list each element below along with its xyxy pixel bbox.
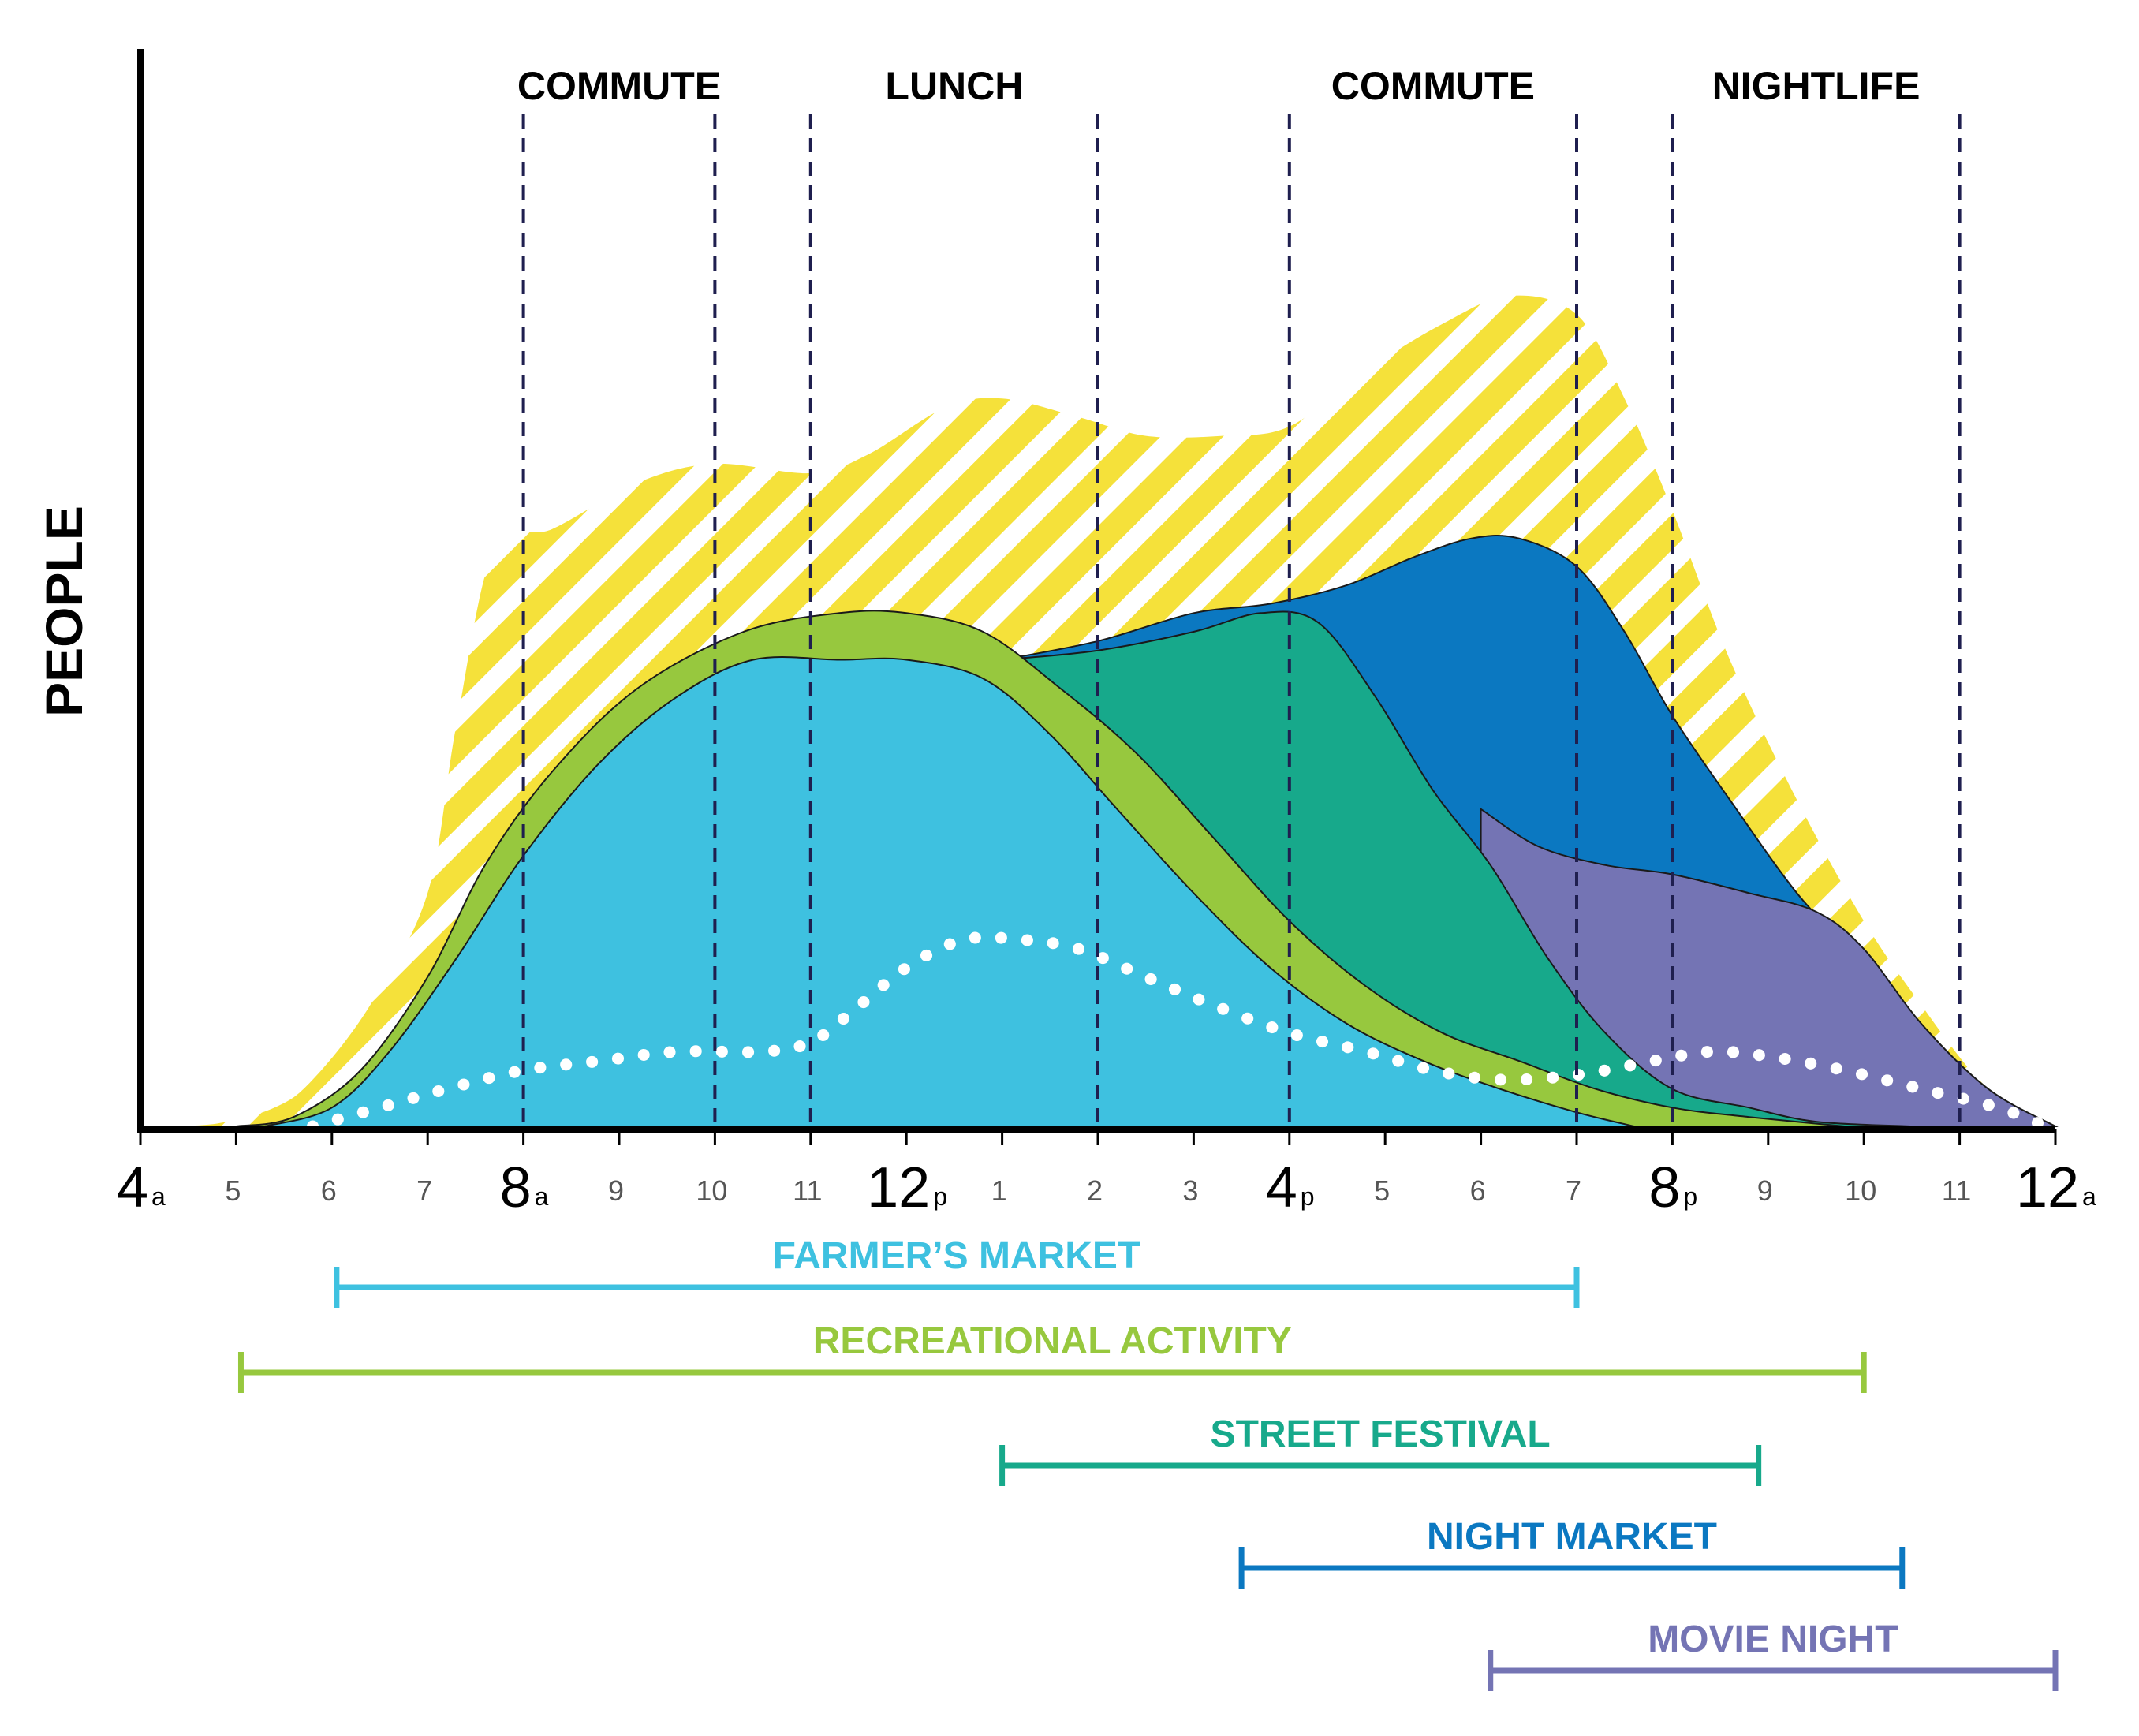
x-tick-label: 11 <box>793 1174 822 1207</box>
x-tick-label: 10 <box>696 1174 727 1207</box>
dotted-line <box>307 931 2052 1133</box>
range-label: RECREATIONAL ACTIVITY <box>813 1320 1292 1362</box>
axes-layer: PEOPLE <box>35 49 2055 1133</box>
x-tick-suffix: a <box>535 1182 549 1211</box>
x-tick-suffix: a <box>151 1182 166 1211</box>
band-label: COMMUTE <box>1331 64 1535 108</box>
range-label: MOVIE NIGHT <box>1648 1618 1898 1660</box>
x-tick-label: 8 <box>1648 1156 1680 1219</box>
x-ticks-layer: 4 a 5 6 7 8 a 9 10 11 12 p 1 2 3 4 p 5 6 7 8 p 9 10 11 12 a <box>117 1129 2096 1219</box>
x-tick-label: 5 <box>1374 1174 1390 1207</box>
x-tick-label: 11 <box>1942 1174 1971 1207</box>
dotted-line-layer <box>307 931 2052 1133</box>
y-axis-label: PEOPLE <box>35 506 93 717</box>
range-label: FARMER’S MARKET <box>773 1235 1141 1277</box>
x-tick-label: 7 <box>416 1174 432 1207</box>
x-tick-suffix: p <box>1683 1182 1697 1211</box>
x-tick-label: 6 <box>1470 1174 1486 1207</box>
x-tick-label: 4 <box>1266 1156 1297 1219</box>
ranges-layer: FARMER’S MARKET RECREATIONAL ACTIVITY STRE… <box>237 1235 2059 1691</box>
x-tick-label: 1 <box>991 1174 1007 1207</box>
range-label: NIGHT MARKET <box>1427 1516 1717 1558</box>
band-label: NIGHTLIFE <box>1712 64 1921 108</box>
areas-layer <box>159 295 2059 1127</box>
x-tick-label: 2 <box>1087 1174 1103 1207</box>
x-tick-label: 7 <box>1566 1174 1581 1207</box>
area-series-5 <box>264 656 1635 1127</box>
band-label: LUNCH <box>885 64 1023 108</box>
range-label: STREET FESTIVAL <box>1211 1413 1551 1455</box>
x-tick-label: 9 <box>608 1174 624 1207</box>
x-tick-label: 10 <box>1845 1174 1876 1207</box>
x-tick-suffix: p <box>1301 1182 1315 1211</box>
x-tick-label: 4 <box>117 1156 148 1219</box>
x-tick-label: 12 <box>867 1156 930 1219</box>
x-tick-label: 6 <box>321 1174 337 1207</box>
x-tick-label: 5 <box>225 1174 241 1207</box>
x-tick-suffix: a <box>2082 1182 2096 1211</box>
x-tick-label: 3 <box>1182 1174 1198 1207</box>
x-tick-suffix: p <box>933 1182 947 1211</box>
time-bands-layer: COMMUTE LUNCH COMMUTE NIGHTLIFE <box>517 64 1962 1126</box>
x-tick-label: 12 <box>2016 1156 2079 1219</box>
x-tick-label: 8 <box>500 1156 532 1219</box>
x-tick-label: 9 <box>1757 1174 1773 1207</box>
band-label: COMMUTE <box>517 64 721 108</box>
